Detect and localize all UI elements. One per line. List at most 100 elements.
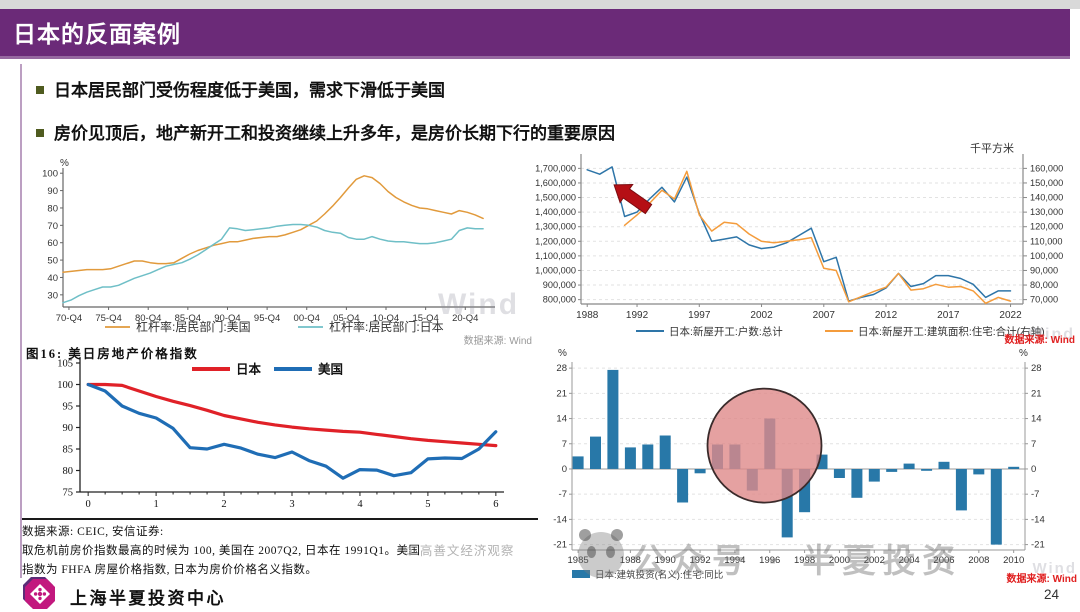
chart-text: 2002 bbox=[864, 555, 885, 566]
chart-text: 85-Q4 bbox=[175, 313, 201, 324]
highlight-circle bbox=[706, 387, 823, 504]
chart-text: 1992 bbox=[689, 555, 710, 566]
chart-text: 100,000 bbox=[1030, 251, 1063, 261]
chart-text: 1988 bbox=[620, 555, 641, 566]
chart-notes: 数据来源: CEIC, 安信证券: 取危机前房价指数最高的时候为 100, 美国… bbox=[22, 518, 538, 580]
bar bbox=[1008, 466, 1020, 469]
panda-eye-icon bbox=[587, 546, 596, 558]
chart-text: -7 bbox=[1031, 489, 1039, 500]
chart-text: 杠杆率:居民部门:美国 bbox=[136, 319, 251, 334]
legend-swatch bbox=[572, 570, 590, 578]
title-banner: 日本的反面案例 bbox=[0, 9, 1070, 59]
chart-text: 杠杆率:居民部门:日本 bbox=[329, 319, 444, 334]
series-line bbox=[86, 382, 498, 480]
chart-text: 70-Q4 bbox=[56, 313, 82, 324]
chart-text: 2002 bbox=[750, 310, 773, 321]
chart-text: 21 bbox=[556, 388, 567, 399]
series-line bbox=[86, 382, 498, 448]
panda-logo-watermark bbox=[578, 529, 624, 578]
banxia-watermark: 公众号 · 半夏投资 bbox=[632, 542, 963, 579]
chart-text: 2010 bbox=[1003, 555, 1024, 566]
bullet-square-icon bbox=[36, 86, 44, 94]
chart-text: 21 bbox=[1031, 388, 1042, 399]
chart-text: 2017 bbox=[937, 310, 960, 321]
chart-text: 90-Q4 bbox=[214, 313, 240, 324]
chart-text: 0 bbox=[562, 464, 567, 475]
chart-text: 1997 bbox=[688, 310, 711, 321]
bar bbox=[816, 454, 828, 469]
chart-title: 图16: 美日房地产价格指数 bbox=[26, 347, 199, 361]
bar bbox=[642, 444, 654, 469]
chart-text: 2012 bbox=[875, 310, 898, 321]
chart-home-price-index: 图16: 美日房地产价格指数 数据来源: CEIC, 安信证券: 取危机前房价指… bbox=[22, 343, 538, 579]
bar bbox=[868, 469, 880, 482]
chart-text: 140,000 bbox=[1030, 193, 1063, 203]
y-axis-unit-label-right: % bbox=[1019, 348, 1028, 359]
gaoshanwen-watermark: ☺ 高善文经济观察 bbox=[402, 544, 515, 558]
chart-text: 1,700,000 bbox=[535, 163, 576, 173]
chart-text: 7 bbox=[562, 439, 567, 450]
chart-text: 160,000 bbox=[1030, 163, 1063, 173]
chart-text: 日本:建筑投资(名义):住宅:同比 bbox=[595, 569, 723, 581]
chart-text: 95 bbox=[63, 402, 74, 413]
bar bbox=[886, 469, 898, 472]
chart-text: 70,000 bbox=[1030, 295, 1058, 305]
chart-text: 0 bbox=[86, 499, 91, 510]
bar bbox=[607, 369, 619, 469]
chart-text: 90,000 bbox=[1030, 265, 1058, 275]
chart-text: 1990 bbox=[655, 555, 676, 566]
series-line bbox=[623, 170, 1012, 305]
chart-text: 1,000,000 bbox=[535, 265, 576, 275]
bar bbox=[921, 469, 933, 471]
construction-investment-chart-svg: -21 -21 -14 -14 -7 -7 0 0 7 7 14 14 21 21 28 28 1985 1988… bbox=[553, 362, 1045, 581]
chart-text: 2007 bbox=[813, 310, 836, 321]
chart-text: 3 bbox=[289, 499, 294, 510]
series-line bbox=[586, 166, 1012, 302]
chart-text: 1988 bbox=[576, 310, 599, 321]
chart-construction-investment-yoy: % % Wind 数据来源: Wind -21 -21 -14 -14 -7 -7 0 0 7 7… bbox=[545, 348, 1079, 604]
bar bbox=[624, 447, 636, 469]
bullet-item: 日本居民部门受伤程度低于美国，需求下滑低于美国 bbox=[36, 76, 445, 101]
wind-watermark: Wind bbox=[1028, 326, 1075, 343]
chart-text: 90 bbox=[63, 423, 74, 434]
bar bbox=[990, 469, 1002, 545]
chart-text: 100 bbox=[42, 169, 58, 180]
note-line: 取危机前房价指数最高的时候为 100, 美国在 2007Q2, 日本在 1991… bbox=[22, 545, 421, 557]
chart-text: 15-Q4 bbox=[412, 313, 438, 324]
leverage-chart-svg: 30 40 50 60 70 80 90 100 70-Q4 75-Q4 80-Q4 85-Q4 90-… bbox=[42, 168, 495, 334]
banxia-logo bbox=[23, 577, 55, 609]
chart-text: 1,400,000 bbox=[535, 207, 576, 217]
chart-text: 80 bbox=[47, 203, 58, 214]
bar bbox=[659, 435, 671, 469]
chart-text: 20-Q4 bbox=[452, 313, 478, 324]
source-note: 数据来源: Wind bbox=[1004, 335, 1075, 346]
bar bbox=[590, 436, 601, 469]
chart-text: 2004 bbox=[899, 555, 920, 566]
chart-text: 130,000 bbox=[1030, 207, 1063, 217]
panda-ear-icon bbox=[579, 529, 591, 541]
series-line bbox=[62, 175, 484, 274]
y-axis-unit-label: % bbox=[558, 348, 567, 359]
page-number: 24 bbox=[1044, 587, 1060, 602]
chart-text: 2022 bbox=[999, 310, 1022, 321]
chart-text: 2008 bbox=[968, 555, 989, 566]
chart-text: 14 bbox=[556, 414, 567, 425]
chart-text: 4 bbox=[357, 499, 363, 510]
chart-text: 75-Q4 bbox=[95, 313, 121, 324]
bullet-item: 房价见顶后，地产新开工和投资继续上升多年，是房价长期下行的重要原因 bbox=[36, 119, 615, 144]
chart-text: 80 bbox=[63, 466, 74, 477]
bar bbox=[799, 469, 811, 513]
chart-text: 05-Q4 bbox=[333, 313, 359, 324]
chart-text: 80-Q4 bbox=[135, 313, 161, 324]
chart-household-leverage: % Wind 数据来源: Wind 30 40 50 60 70 80 90 100 70-Q4… bbox=[30, 158, 538, 347]
bar bbox=[833, 469, 845, 478]
chart-text: 1,200,000 bbox=[535, 236, 576, 246]
chart-text: 60 bbox=[47, 238, 58, 249]
panda-ear-icon bbox=[611, 529, 623, 541]
chart-text: -7 bbox=[559, 489, 567, 500]
chart-text: 100 bbox=[57, 380, 73, 391]
chart-text: 30 bbox=[47, 290, 58, 301]
chart-text: 28 bbox=[556, 363, 567, 374]
top-strip bbox=[0, 0, 1080, 9]
chart-text: 150,000 bbox=[1030, 178, 1063, 188]
